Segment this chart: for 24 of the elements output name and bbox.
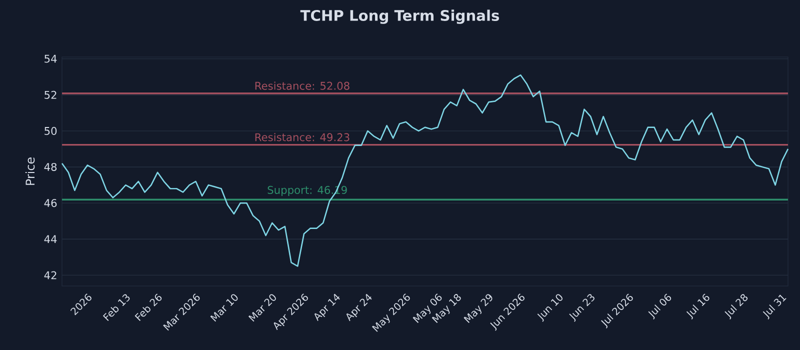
x-tick-label: Jul 16 xyxy=(686,294,710,320)
x-tick-label: Jul 28 xyxy=(724,294,748,320)
y-tick-label: 44 xyxy=(44,235,57,243)
ref-line-label: Resistance: 52.08 xyxy=(255,82,350,90)
y-tick-label: 50 xyxy=(44,126,57,135)
line-series xyxy=(61,74,789,267)
y-axis-title: Price xyxy=(25,158,35,185)
x-tick-label: Mar 20 xyxy=(248,294,276,322)
x-tick-label: Mar 10 xyxy=(210,294,238,322)
x-tick-label: Jul 31 xyxy=(762,294,786,320)
x-tick-label: Apr 24 xyxy=(346,294,372,322)
y-tick-label: 54 xyxy=(44,54,57,63)
y-tick-label: 52 xyxy=(44,90,56,99)
y-tick-label: 48 xyxy=(44,162,57,172)
x-tick-label: Jul 06 xyxy=(648,294,672,320)
x-tick-label: Jun 23 xyxy=(569,294,594,322)
y-tick-label: 46 xyxy=(44,199,57,208)
x-tick-label: Jun 10 xyxy=(537,294,562,322)
x-tick-label: Feb 13 xyxy=(102,294,130,321)
x-tick-label: Feb 26 xyxy=(134,294,162,321)
ref-line-label: Resistance: 49.23 xyxy=(255,133,350,142)
y-tick-label: 42 xyxy=(44,271,56,280)
chart-title: TCHP Long Term Signals xyxy=(300,10,500,24)
x-tick-label: Apr 14 xyxy=(314,294,340,322)
